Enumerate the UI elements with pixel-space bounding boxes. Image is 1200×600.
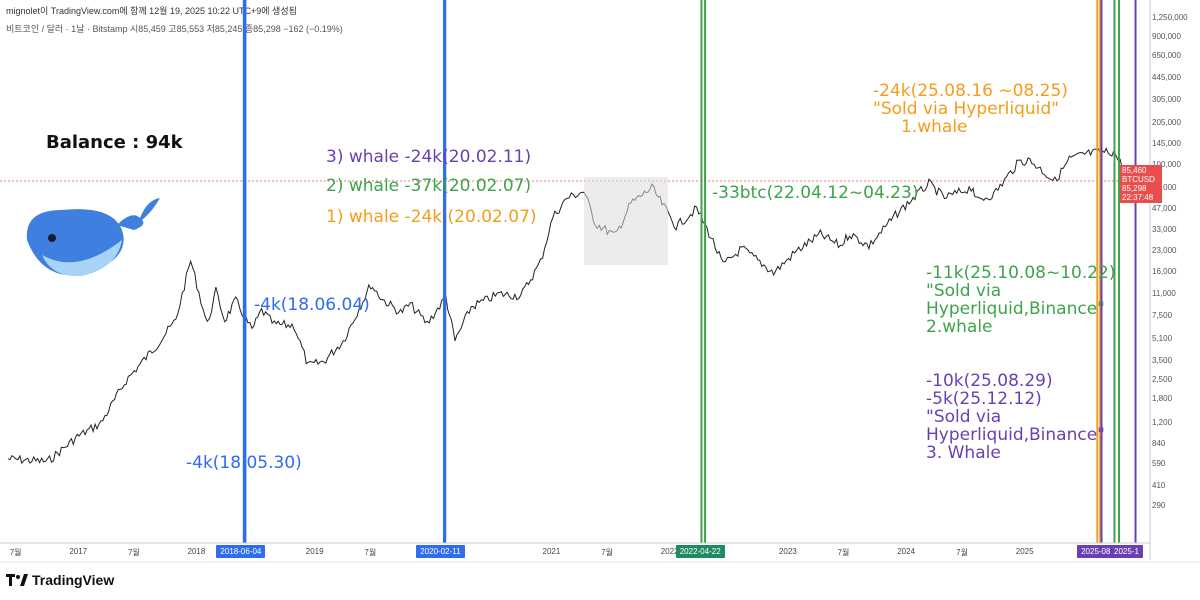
x-tick-label: 2024 (897, 547, 916, 556)
y-tick-label: 305,000 (1152, 95, 1181, 105)
x-axis-date-badge: 2022-04-22 (675, 545, 725, 558)
tradingview-logo[interactable]: TradingView (6, 572, 114, 588)
price-series-line (7, 147, 1139, 465)
annotation-purple-3: "Sold via (926, 407, 1002, 427)
x-tick-label: 2018 (187, 547, 206, 556)
y-tick-label: 290 (1152, 500, 1166, 510)
y-tick-label: 900,000 (1152, 32, 1181, 42)
y-tick-label: 3,500 (1152, 355, 1173, 365)
x-tick-label: 2021 (542, 547, 561, 556)
x-tick-label: 7월 (601, 548, 613, 557)
balance-label: Balance : 94k (46, 132, 183, 153)
annotation-whale-1: 1) whale -24k (20.02.07) (326, 207, 537, 227)
x-tick-label: 7월 (956, 548, 968, 557)
y-tick-label: 650,000 (1152, 51, 1181, 61)
symbol-ohlc-line: 비트코인 / 달러 · 1날 · Bitstamp 시85,459 고85,55… (6, 24, 343, 34)
y-tick-label: 145,000 (1152, 138, 1181, 148)
x-tick-label: 7월 (127, 548, 140, 557)
price-label: 85,298 (1122, 184, 1147, 193)
annotation-green-2: "Sold via (926, 281, 1002, 301)
y-tick-label: 100,000 (1152, 160, 1181, 170)
whale-icon (26, 198, 160, 277)
y-tick-label: 5,100 (1152, 333, 1173, 343)
annotation-green-3: Hyperliquid,Binance" (926, 299, 1105, 319)
x-tick-label: 2023 (778, 547, 797, 556)
time-label: 22:37:48 (1122, 193, 1154, 202)
annotation-purple-2: -5k(25.12.12) (926, 389, 1042, 409)
y-tick-label: 1,250,000 (1152, 13, 1188, 22)
annotation-purple-4: Hyperliquid,Binance" (926, 425, 1105, 445)
annotation-green-4: 2.whale (926, 317, 993, 337)
x-tick-label: 7월 (364, 548, 377, 557)
x-tick-label: 2025 (1015, 547, 1034, 556)
chart-author-line: mignolet이 TradingView.com에 함께 12월 19, 20… (6, 6, 297, 16)
x-tick-label: 7월 (9, 548, 22, 557)
annotation-orange-1: -24k(25.08.16 ~08.25) (873, 81, 1068, 101)
y-tick-label: 590 (1152, 459, 1166, 469)
y-tick-label: 7,500 (1152, 311, 1173, 321)
y-tick-label: 1,800 (1152, 394, 1173, 404)
brand-name: TradingView (32, 572, 115, 588)
y-tick-label: 68,000 (1152, 182, 1177, 192)
y-tick-label: 47,000 (1152, 204, 1177, 214)
y-tick-label: 205,000 (1152, 118, 1181, 128)
annotation-orange-2: "Sold via Hyperliquid" (873, 99, 1059, 119)
annotation-blue-top: -4k(18.06.04) (254, 295, 370, 315)
y-tick-label: 33,000 (1152, 224, 1177, 234)
y-tick-label: 1,200 (1152, 418, 1173, 428)
watermark-box (584, 177, 668, 265)
y-tick-label: 16,000 (1152, 267, 1177, 277)
price-high-label: 85,460 (1122, 166, 1147, 175)
x-tick-label: 2019 (305, 547, 324, 556)
annotation-whale-2: 2) whale -37k(20.02.07) (326, 176, 532, 196)
y-tick-label: 2,500 (1152, 375, 1173, 385)
last-price-badge: 85,460 BTCUSD 85,298 22:37:48 (1120, 165, 1162, 203)
y-tick-label: 11,000 (1152, 288, 1176, 298)
tradingview-mark-icon (6, 574, 28, 586)
annotation-orange-3: 1.whale (901, 117, 968, 137)
symbol-label: BTCUSD (1122, 175, 1155, 184)
y-tick-label: 445,000 (1152, 73, 1181, 83)
x-axis-date-badge: 2018-06-04 (216, 545, 266, 558)
annotation-whale-3: 3) whale -24k(20.02.11) (326, 147, 532, 167)
x-axis-date-badge: 2025-08 (1077, 545, 1115, 558)
x-tick-label: 7월 (837, 548, 850, 557)
x-tick-label: 2022 (660, 547, 679, 556)
annotation-purple-1: -10k(25.08.29) (926, 371, 1053, 391)
x-tick-label: 2017 (69, 547, 88, 556)
annotation-green-1: -11k(25.10.08~10.22) (926, 263, 1116, 283)
annotation-purple-5: 3. Whale (926, 443, 1001, 463)
annotation-green-2022: -33btc(22.04.12~04.23) (712, 183, 919, 203)
x-axis-date-badge: 2020-02-11 (416, 545, 465, 558)
x-axis-date-badge: 2025-1 (1110, 545, 1143, 558)
annotation-blue-bottom: -4k(18.05.30) (186, 453, 302, 473)
y-tick-label: 840 (1152, 438, 1166, 448)
y-tick-label: 410 (1152, 480, 1166, 490)
y-tick-label: 23,000 (1152, 245, 1177, 255)
